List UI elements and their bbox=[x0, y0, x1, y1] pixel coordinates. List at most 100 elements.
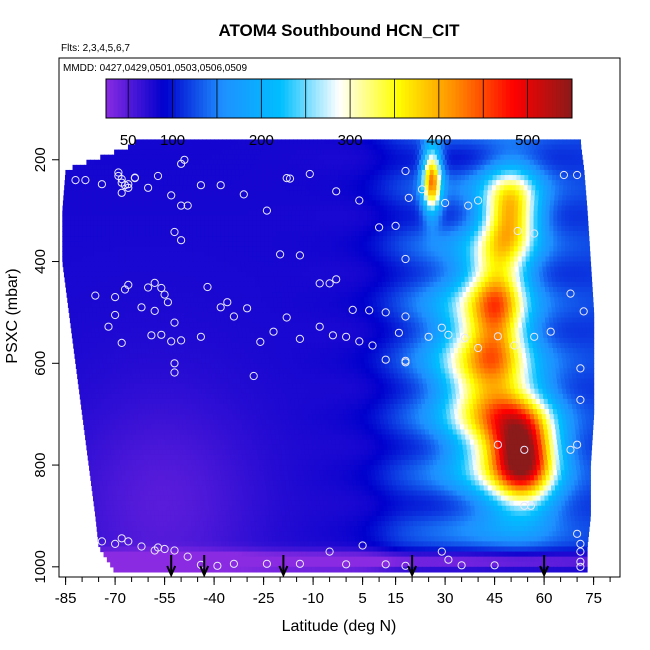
heatmap-cell bbox=[75, 302, 81, 308]
heatmap-cell bbox=[331, 246, 337, 252]
heatmap-cell bbox=[173, 149, 179, 156]
heatmap-cell bbox=[505, 256, 511, 263]
heatmap-cell bbox=[527, 276, 533, 283]
heatmap-cell bbox=[418, 220, 424, 227]
heatmap-cell bbox=[183, 307, 188, 314]
heatmap-cell bbox=[130, 266, 136, 273]
heatmap-cell bbox=[444, 185, 449, 191]
heatmap-cell bbox=[458, 251, 463, 258]
heatmap-cell bbox=[150, 195, 156, 202]
heatmap-cell bbox=[309, 190, 314, 196]
heatmap-cell bbox=[212, 220, 218, 227]
heatmap-cell bbox=[398, 256, 404, 263]
heatmap-cell bbox=[182, 195, 187, 202]
heatmap-cell bbox=[498, 200, 504, 207]
heatmap-cell bbox=[430, 256, 436, 263]
heatmap-cell bbox=[434, 149, 440, 156]
heatmap-cell bbox=[304, 266, 310, 273]
heatmap-cell bbox=[509, 225, 515, 232]
heatmap-cell bbox=[527, 190, 532, 196]
heatmap-cell bbox=[149, 220, 154, 227]
heatmap-cell bbox=[466, 322, 472, 329]
heatmap-cell bbox=[318, 154, 323, 161]
heatmap-cell bbox=[404, 302, 410, 308]
heatmap-cell bbox=[290, 180, 295, 186]
heatmap-cell bbox=[196, 220, 202, 227]
heatmap-cell bbox=[369, 307, 375, 314]
heatmap-cell bbox=[482, 246, 487, 252]
heatmap-cell bbox=[393, 175, 399, 181]
heatmap-cell bbox=[291, 286, 297, 293]
heatmap-cell bbox=[164, 281, 169, 288]
heatmap-cell bbox=[491, 185, 497, 191]
heatmap-cell bbox=[529, 149, 535, 156]
heatmap-cell bbox=[244, 256, 250, 263]
heatmap-cell bbox=[275, 317, 281, 324]
heatmap-cell bbox=[437, 281, 443, 288]
heatmap-cell bbox=[412, 302, 417, 308]
heatmap-cell bbox=[424, 190, 429, 196]
heatmap-cell bbox=[318, 175, 323, 181]
heatmap-cell bbox=[124, 164, 129, 171]
heatmap-cell bbox=[97, 246, 103, 252]
heatmap-cell bbox=[347, 246, 352, 252]
heatmap-cell bbox=[518, 297, 524, 303]
heatmap-cell bbox=[229, 139, 235, 146]
heatmap-cell bbox=[450, 215, 455, 222]
heatmap-cell bbox=[320, 159, 325, 166]
heatmap-cell bbox=[93, 210, 99, 217]
heatmap-cell bbox=[267, 312, 272, 319]
heatmap-cell bbox=[228, 149, 234, 156]
heatmap-cell bbox=[280, 236, 285, 242]
heatmap-cell bbox=[219, 154, 224, 161]
heatmap-cell bbox=[569, 215, 574, 222]
heatmap-cell bbox=[165, 159, 171, 166]
heatmap-cell bbox=[324, 297, 330, 303]
heatmap-cell bbox=[238, 180, 244, 186]
heatmap-cell bbox=[500, 169, 506, 176]
heatmap-cell bbox=[282, 164, 287, 171]
heatmap-cell bbox=[448, 307, 454, 314]
heatmap-cell bbox=[228, 246, 234, 252]
heatmap-cell bbox=[264, 205, 270, 212]
heatmap-cell bbox=[412, 185, 418, 191]
heatmap-cell bbox=[201, 297, 207, 303]
heatmap-cell bbox=[133, 286, 138, 293]
heatmap-cell bbox=[137, 159, 143, 166]
heatmap-cell bbox=[62, 251, 67, 258]
heatmap-cell bbox=[98, 297, 104, 303]
heatmap-cell bbox=[301, 185, 307, 191]
heatmap-cell bbox=[351, 246, 356, 252]
heatmap-cell bbox=[107, 271, 113, 278]
heatmap-cell bbox=[238, 154, 244, 161]
heatmap-cell bbox=[566, 190, 572, 196]
heatmap-cell bbox=[236, 286, 241, 293]
heatmap-cell bbox=[479, 271, 485, 278]
heatmap-cell bbox=[510, 195, 516, 202]
heatmap-cell bbox=[504, 307, 509, 314]
heatmap-cell bbox=[207, 307, 212, 314]
heatmap-cell bbox=[162, 266, 167, 273]
heatmap-cell bbox=[448, 154, 454, 161]
heatmap-cell bbox=[334, 169, 340, 176]
heatmap-cell bbox=[101, 225, 107, 232]
heatmap-cell bbox=[392, 271, 398, 278]
heatmap-cell bbox=[171, 164, 177, 171]
heatmap-cell bbox=[268, 236, 273, 242]
heatmap-cell bbox=[320, 327, 326, 334]
heatmap-cell bbox=[451, 297, 456, 303]
heatmap-cell bbox=[298, 276, 303, 283]
heatmap-cell bbox=[114, 327, 120, 334]
heatmap-cell bbox=[222, 139, 227, 146]
heatmap-cell bbox=[118, 261, 123, 268]
heatmap-cell bbox=[100, 175, 106, 181]
heatmap-cell bbox=[63, 271, 69, 278]
heatmap-cell bbox=[558, 266, 563, 273]
heatmap-cell bbox=[365, 185, 370, 191]
heatmap-cell bbox=[145, 215, 151, 222]
heatmap-cell bbox=[454, 149, 460, 156]
heatmap-cell bbox=[113, 246, 119, 252]
heatmap-cell bbox=[62, 256, 67, 263]
heatmap-cell bbox=[253, 139, 259, 146]
heatmap-cell bbox=[165, 256, 170, 263]
